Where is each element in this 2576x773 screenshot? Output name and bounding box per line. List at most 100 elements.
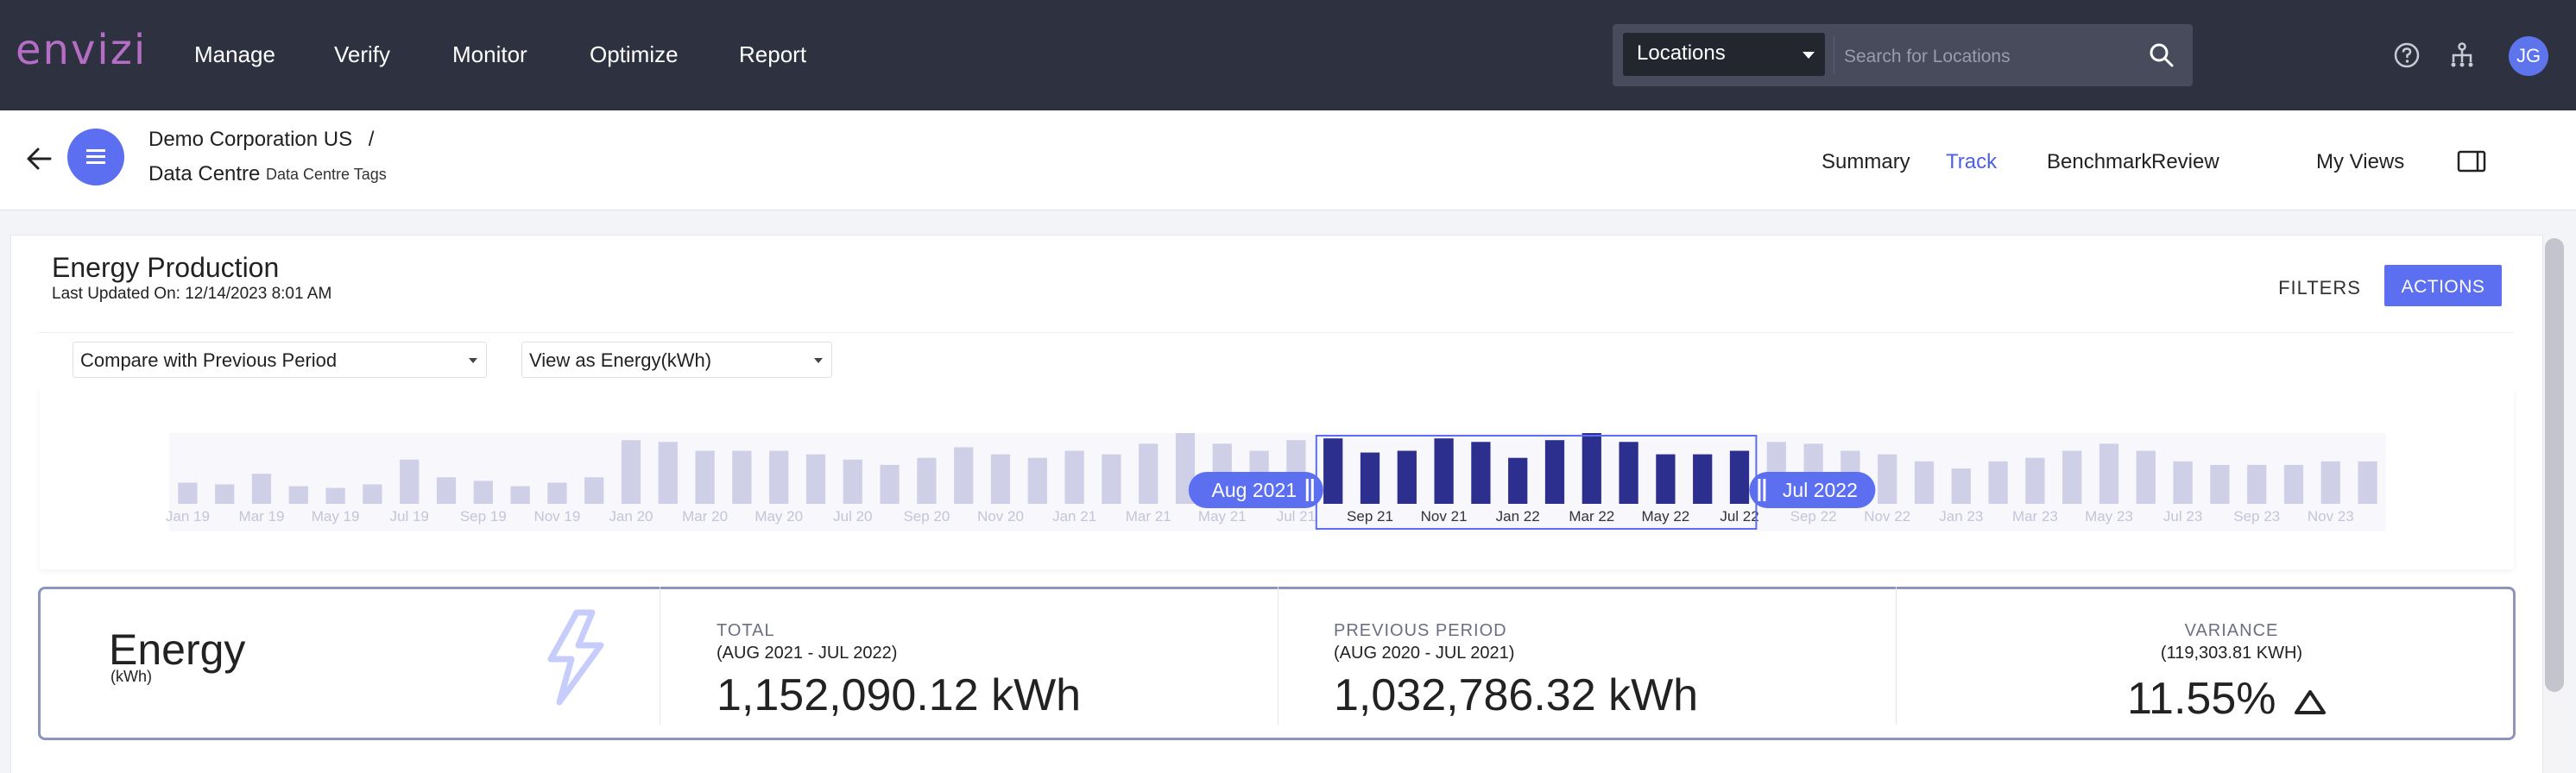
- chart-tick-label: Mar 20: [682, 508, 728, 525]
- filters-button[interactable]: FILTERS: [2278, 277, 2361, 299]
- tab-benchmark[interactable]: Benchmark: [2047, 150, 2152, 173]
- nav-optimize[interactable]: Optimize: [590, 41, 679, 67]
- chart-bar[interactable]: [1951, 468, 1971, 504]
- chart-bar[interactable]: [1139, 443, 1159, 504]
- chart-bar[interactable]: [880, 464, 900, 504]
- nav-verify[interactable]: Verify: [334, 41, 391, 67]
- chart-tick-label: Jul 20: [833, 508, 872, 525]
- chart-bar[interactable]: [1582, 433, 1601, 504]
- chart-bar[interactable]: [2099, 443, 2119, 504]
- user-avatar[interactable]: JG: [2509, 36, 2548, 76]
- chart-tick-label: Jan 23: [1939, 508, 1983, 525]
- chart-tick-label: May 20: [754, 508, 803, 525]
- chart-bar[interactable]: [2283, 464, 2304, 504]
- chart-bar[interactable]: [2247, 464, 2267, 504]
- chart-tick-label: Jan 19: [166, 508, 210, 525]
- chart-bar[interactable]: [1988, 461, 2008, 504]
- hierarchy-icon[interactable]: [2448, 41, 2476, 69]
- nav-manage[interactable]: Manage: [194, 41, 275, 67]
- chart-tick-label: Mar 23: [2012, 508, 2058, 525]
- chart-bar[interactable]: [1397, 450, 1417, 505]
- chart-tick-label: Jul 21: [1277, 508, 1316, 525]
- chart-bar[interactable]: [621, 440, 641, 504]
- chart-bar[interactable]: [2062, 450, 2082, 505]
- stats-divider: [1278, 587, 1279, 725]
- tab-track[interactable]: Track: [1946, 150, 1998, 173]
- chart-bar[interactable]: [436, 477, 457, 504]
- chart-bar[interactable]: [769, 450, 789, 505]
- chart-bar[interactable]: [1323, 438, 1343, 504]
- back-arrow-icon[interactable]: [24, 143, 55, 174]
- location-search-input[interactable]: Search for Locations: [1844, 47, 2011, 66]
- chart-bar[interactable]: [1914, 461, 1935, 504]
- menu-button[interactable]: [67, 129, 124, 185]
- hamburger-icon-line: [86, 161, 105, 164]
- chart-tick-label: May 21: [1198, 508, 1247, 525]
- chart-bar[interactable]: [1693, 454, 1713, 504]
- chart-bar[interactable]: [1102, 454, 1121, 504]
- chart-bar[interactable]: [1544, 440, 1565, 504]
- tab-my-views[interactable]: My Views: [2316, 150, 2405, 173]
- chart-bar[interactable]: [843, 459, 862, 504]
- chart-tick-label: Jan 21: [1052, 508, 1096, 525]
- chart-bar[interactable]: [1656, 454, 1676, 504]
- breadcrumb-location[interactable]: Data Centre: [148, 162, 261, 185]
- tab-summary[interactable]: Summary: [1822, 150, 1910, 173]
- chart-bar[interactable]: [1729, 450, 1750, 505]
- chart-bar[interactable]: [917, 457, 937, 504]
- chart-bar[interactable]: [1619, 442, 1638, 504]
- actions-button[interactable]: ACTIONS: [2384, 265, 2502, 306]
- chart-bar[interactable]: [2136, 450, 2156, 505]
- chart-bar[interactable]: [325, 487, 345, 504]
- chart-bar[interactable]: [658, 442, 678, 504]
- nav-report[interactable]: Report: [739, 41, 807, 67]
- chart-bar[interactable]: [547, 482, 567, 504]
- chart-bar[interactable]: [2173, 461, 2193, 504]
- view-as-select[interactable]: View as Energy(kWh): [521, 342, 832, 378]
- chart-bar[interactable]: [363, 484, 382, 504]
- tab-review[interactable]: Review: [2151, 150, 2219, 173]
- chart-bar[interactable]: [1360, 452, 1380, 504]
- chart-bar[interactable]: [1434, 438, 1454, 504]
- chart-bar[interactable]: [695, 450, 715, 505]
- chart-bar[interactable]: [584, 477, 604, 504]
- chart-bar[interactable]: [1471, 442, 1491, 504]
- chart-tick-label: Nov 20: [977, 508, 1024, 525]
- energy-bar-chart[interactable]: Jan 19 Mar 19 May 19 Jul 19 Sep 19 Nov 19 Jan …: [0, 388, 2576, 578]
- previous-period-range: (AUG 2020 - JUL 2021): [1334, 644, 1515, 663]
- chart-tick-label: Jul 22: [1720, 508, 1758, 525]
- chart-bar[interactable]: [990, 454, 1011, 504]
- compare-select[interactable]: Compare with Previous Period: [73, 342, 487, 378]
- chart-bar[interactable]: [954, 447, 974, 504]
- nav-monitor[interactable]: Monitor: [452, 41, 527, 67]
- chart-bar[interactable]: [805, 454, 826, 504]
- chart-bar[interactable]: [2320, 461, 2340, 504]
- chart-bar[interactable]: [251, 474, 272, 504]
- range-start-handle[interactable]: [1188, 472, 1323, 508]
- range-end-handle[interactable]: [1749, 472, 1876, 508]
- chart-bar[interactable]: [2358, 461, 2377, 504]
- chart-bar[interactable]: [510, 486, 530, 505]
- envizi-logo[interactable]: envizi: [16, 26, 148, 74]
- breadcrumb-org[interactable]: Demo Corporation US /: [148, 128, 374, 152]
- chart-bar[interactable]: [1027, 457, 1047, 504]
- chart-bar[interactable]: [732, 450, 752, 505]
- chart-bar[interactable]: [1508, 457, 1528, 504]
- chart-bar[interactable]: [288, 486, 308, 505]
- chart-bar[interactable]: [1064, 450, 1084, 505]
- location-type-select[interactable]: Locations: [1623, 33, 1825, 76]
- chart-bar[interactable]: [2210, 464, 2230, 504]
- scrollbar-thumb[interactable]: [2545, 238, 2564, 692]
- help-icon[interactable]: [2393, 41, 2421, 69]
- chart-bar[interactable]: [215, 484, 235, 504]
- chart-bar[interactable]: [400, 459, 420, 504]
- chart-bar[interactable]: [2025, 457, 2045, 504]
- breadcrumb-tag[interactable]: Data Centre Tags: [266, 166, 387, 183]
- chevron-down-icon: [814, 358, 823, 363]
- side-panel-icon[interactable]: [2457, 150, 2486, 173]
- search-icon[interactable]: [2148, 41, 2175, 69]
- chart-tick-label: Sep 21: [1347, 508, 1393, 525]
- chart-bar[interactable]: [473, 481, 493, 504]
- chart-bar[interactable]: [178, 482, 198, 504]
- chart-bar[interactable]: [1878, 454, 1897, 504]
